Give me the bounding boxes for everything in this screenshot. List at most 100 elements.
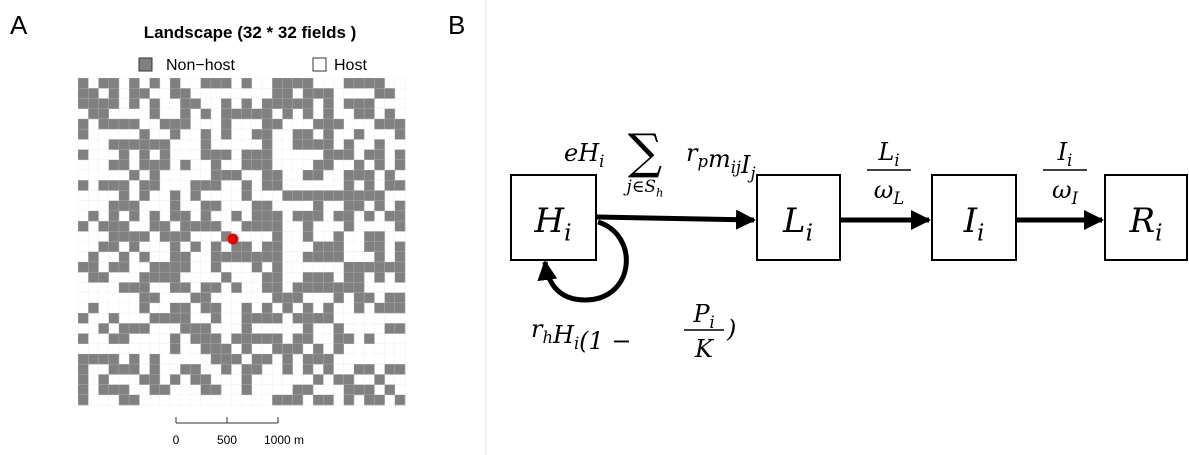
non-host-cell: [261, 221, 273, 232]
non-host-cell: [272, 333, 283, 344]
non-host-cell: [394, 261, 406, 273]
non-host-cell: [343, 282, 355, 293]
non-host-cell: [200, 210, 212, 222]
non-host-cell: [302, 210, 314, 222]
non-host-cell: [78, 221, 89, 232]
non-host-cell: [149, 78, 161, 89]
non-host-cell: [333, 118, 344, 130]
legend-label: Non−host: [166, 57, 235, 74]
non-host-cell: [200, 333, 212, 344]
non-host-cell: [333, 190, 344, 201]
non-host-cell: [98, 108, 109, 120]
non-host-cell: [374, 190, 385, 201]
non-host-cell: [210, 241, 222, 253]
non-host-cell: [149, 139, 161, 150]
non-host-cell: [139, 88, 150, 99]
non-host-cell: [261, 118, 273, 130]
non-host-cell: [272, 88, 283, 99]
non-host-cell: [333, 282, 344, 293]
non-host-cell: [374, 261, 385, 273]
non-host-cell: [221, 272, 232, 283]
non-host-cell: [333, 323, 344, 334]
non-host-cell: [98, 374, 109, 385]
math-subscript: L: [892, 189, 904, 208]
non-host-cell: [333, 149, 344, 161]
non-host-cell: [159, 261, 171, 273]
non-host-cell: [118, 282, 130, 293]
non-host-cell: [272, 292, 283, 304]
node-box: [510, 174, 597, 261]
non-host-cell: [149, 180, 161, 191]
non-host-cell: [139, 272, 150, 283]
non-host-cell: [231, 169, 242, 181]
non-host-cell: [323, 313, 334, 324]
non-host-cell: [241, 98, 253, 109]
non-host-cell: [302, 302, 314, 314]
non-host-cell: [261, 129, 273, 140]
non-host-cell: [343, 78, 355, 89]
non-host-cell: [261, 139, 273, 150]
non-host-cell: [78, 374, 89, 385]
non-host-cell: [221, 118, 232, 130]
non-host-cell: [353, 364, 365, 375]
non-host-cell: [364, 333, 375, 344]
non-host-cell: [272, 343, 283, 355]
non-host-cell: [353, 169, 365, 181]
non-host-cell: [118, 118, 130, 130]
non-host-cell: [364, 108, 375, 120]
non-host-cell: [282, 190, 293, 201]
non-host-cell: [221, 129, 232, 140]
non-host-cell: [323, 272, 334, 283]
non-host-cell: [261, 241, 273, 253]
non-host-cell: [210, 333, 222, 344]
non-host-cell: [343, 169, 355, 181]
non-host-cell: [343, 374, 355, 385]
non-host-cell: [343, 221, 355, 232]
non-host-cell: [200, 180, 212, 191]
non-host-cell: [210, 384, 222, 396]
non-host-cell: [313, 282, 324, 293]
non-host-cell: [272, 180, 283, 191]
node-box: [1104, 174, 1188, 261]
non-host-cell: [221, 353, 232, 365]
non-host-cell: [353, 282, 365, 293]
non-host-cell: [88, 98, 99, 109]
non-host-cell: [251, 221, 263, 232]
non-host-cell: [251, 129, 263, 140]
non-host-cell: [364, 364, 375, 375]
node-label: Hi: [533, 201, 571, 247]
scale-label: 0: [173, 433, 180, 447]
non-host-cell: [108, 384, 120, 396]
non-host-cell: [180, 210, 191, 222]
non-host-cell: [272, 313, 283, 324]
non-host-cell: [313, 139, 324, 150]
non-host-cell: [292, 139, 304, 150]
arrows: [537, 209, 1104, 303]
non-host-cell: [323, 108, 334, 120]
non-host-cell: [282, 302, 293, 314]
non-host-cell: [302, 108, 314, 120]
non-host-cell: [272, 169, 283, 181]
non-host-cell: [98, 241, 109, 253]
non-host-cell: [180, 261, 191, 273]
panel-label: B: [448, 10, 465, 40]
non-host-cell: [241, 323, 253, 334]
node-label: Ri: [1128, 201, 1162, 247]
non-host-cell: [302, 313, 314, 324]
math-symbol: I: [963, 201, 978, 241]
math-symbol: m: [708, 145, 731, 173]
non-host-cell: [384, 364, 396, 375]
non-host-cell: [313, 241, 324, 253]
non-host-cell: [118, 149, 130, 161]
non-host-cell: [129, 282, 140, 293]
non-host-cell: [180, 323, 191, 334]
non-host-cell: [313, 169, 324, 181]
non-host-cell: [129, 88, 140, 99]
non-host-cell: [384, 323, 396, 334]
non-host-cell: [343, 98, 355, 109]
non-host-cell: [313, 159, 324, 171]
non-host-cell: [272, 231, 283, 242]
non-host-cell: [118, 261, 130, 273]
non-host-cell: [190, 241, 201, 253]
non-host-cell: [302, 129, 314, 140]
